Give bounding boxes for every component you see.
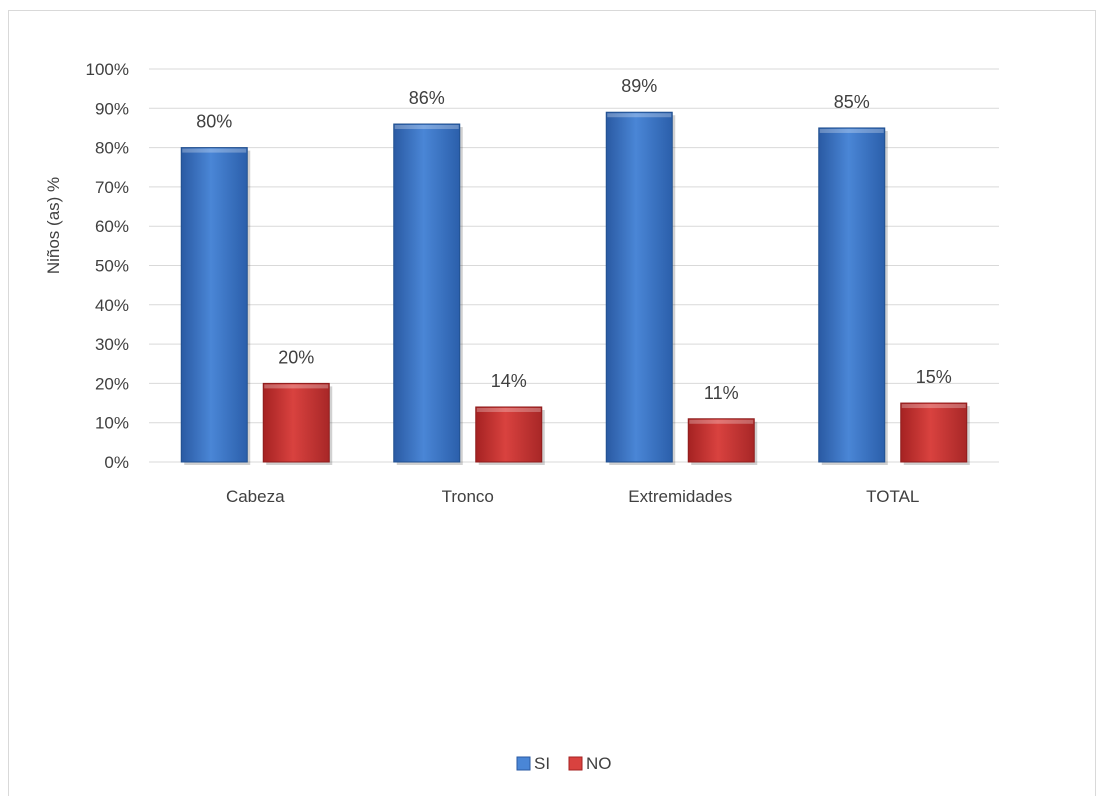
chart-frame: 0% 10% 20% 30% 40% 50% 60% 70% 80% 90% 100% 80% 20%… [8,10,1096,796]
y-tick-label: 100% [86,60,129,79]
bar-bevel [901,404,966,409]
bar-bevel [394,125,459,130]
bar-bevel [476,407,541,412]
data-label-si: 89% [621,76,657,96]
bar-bevel [607,113,672,118]
legend: SI NO [516,754,612,773]
bar-no-total [900,402,968,463]
legend-label-si: SI [534,754,550,773]
legend-label-no: NO [586,754,612,773]
y-tick-label: 80% [95,139,129,158]
bar-bevel [689,419,754,424]
bar-bevel [819,128,884,133]
x-axis-category-labels: Cabeza Tronco Extremidades TOTAL [226,487,919,506]
y-tick-label: 60% [95,217,129,236]
y-tick-label: 30% [95,335,129,354]
bar-si-cabeza [180,147,248,463]
y-axis-tick-labels: 0% 10% 20% 30% 40% 50% 60% 70% 80% 90% 100% [86,60,129,472]
bar-si-tronco [393,123,461,463]
y-tick-label: 50% [95,257,129,276]
bar-no-tronco [475,406,543,463]
x-category-label: Extremidades [628,487,732,506]
legend-swatch-si [516,756,531,771]
data-label-no: 14% [491,371,527,391]
data-label-si: 80% [196,112,232,132]
bars [180,111,970,466]
data-label-no: 20% [278,347,314,367]
y-tick-label: 20% [95,374,129,393]
legend-swatch-no [568,756,583,771]
y-tick-label: 0% [104,453,129,472]
data-label-si: 86% [409,88,445,108]
bar-no-cabeza [262,382,330,463]
y-tick-label: 40% [95,296,129,315]
data-labels: 80% 20% 86% 14% 89% 11% 85% 15% [196,76,952,403]
y-tick-label: 10% [95,414,129,433]
bar-si-total [818,127,886,463]
y-axis-title: Niños (as) % [44,177,63,274]
bar-bevel [182,148,247,153]
bar-no-extremidades [687,418,755,463]
bar-bevel [264,384,329,389]
data-label-no: 15% [916,367,952,387]
y-tick-label: 90% [95,99,129,118]
x-category-label: Cabeza [226,487,285,506]
x-category-label: TOTAL [866,487,919,506]
x-category-label: Tronco [442,487,494,506]
bar-si-extremidades [605,111,673,463]
y-tick-label: 70% [95,178,129,197]
bar-chart: 0% 10% 20% 30% 40% 50% 60% 70% 80% 90% 100% 80% 20%… [44,60,999,773]
data-label-no: 11% [704,383,739,403]
data-label-si: 85% [834,92,870,112]
